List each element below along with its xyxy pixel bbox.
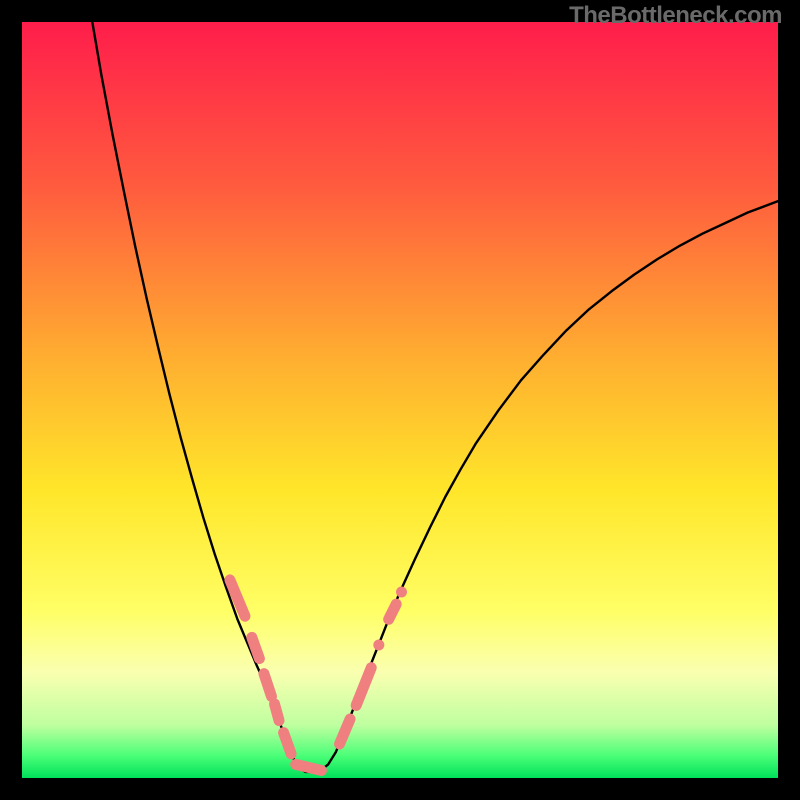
marker-capsule <box>252 637 260 658</box>
marker-capsule <box>284 733 292 754</box>
bottleneck-chart <box>0 0 800 800</box>
watermark-text: TheBottleneck.com <box>569 2 782 30</box>
marker-capsule <box>296 764 322 770</box>
marker-capsule <box>275 704 280 721</box>
marker-capsule <box>264 674 272 697</box>
marker-dot <box>373 639 384 650</box>
marker-dot <box>396 587 407 598</box>
chart-container: TheBottleneck.com <box>0 0 800 800</box>
plot-background <box>22 22 778 778</box>
marker-capsule <box>389 604 397 619</box>
